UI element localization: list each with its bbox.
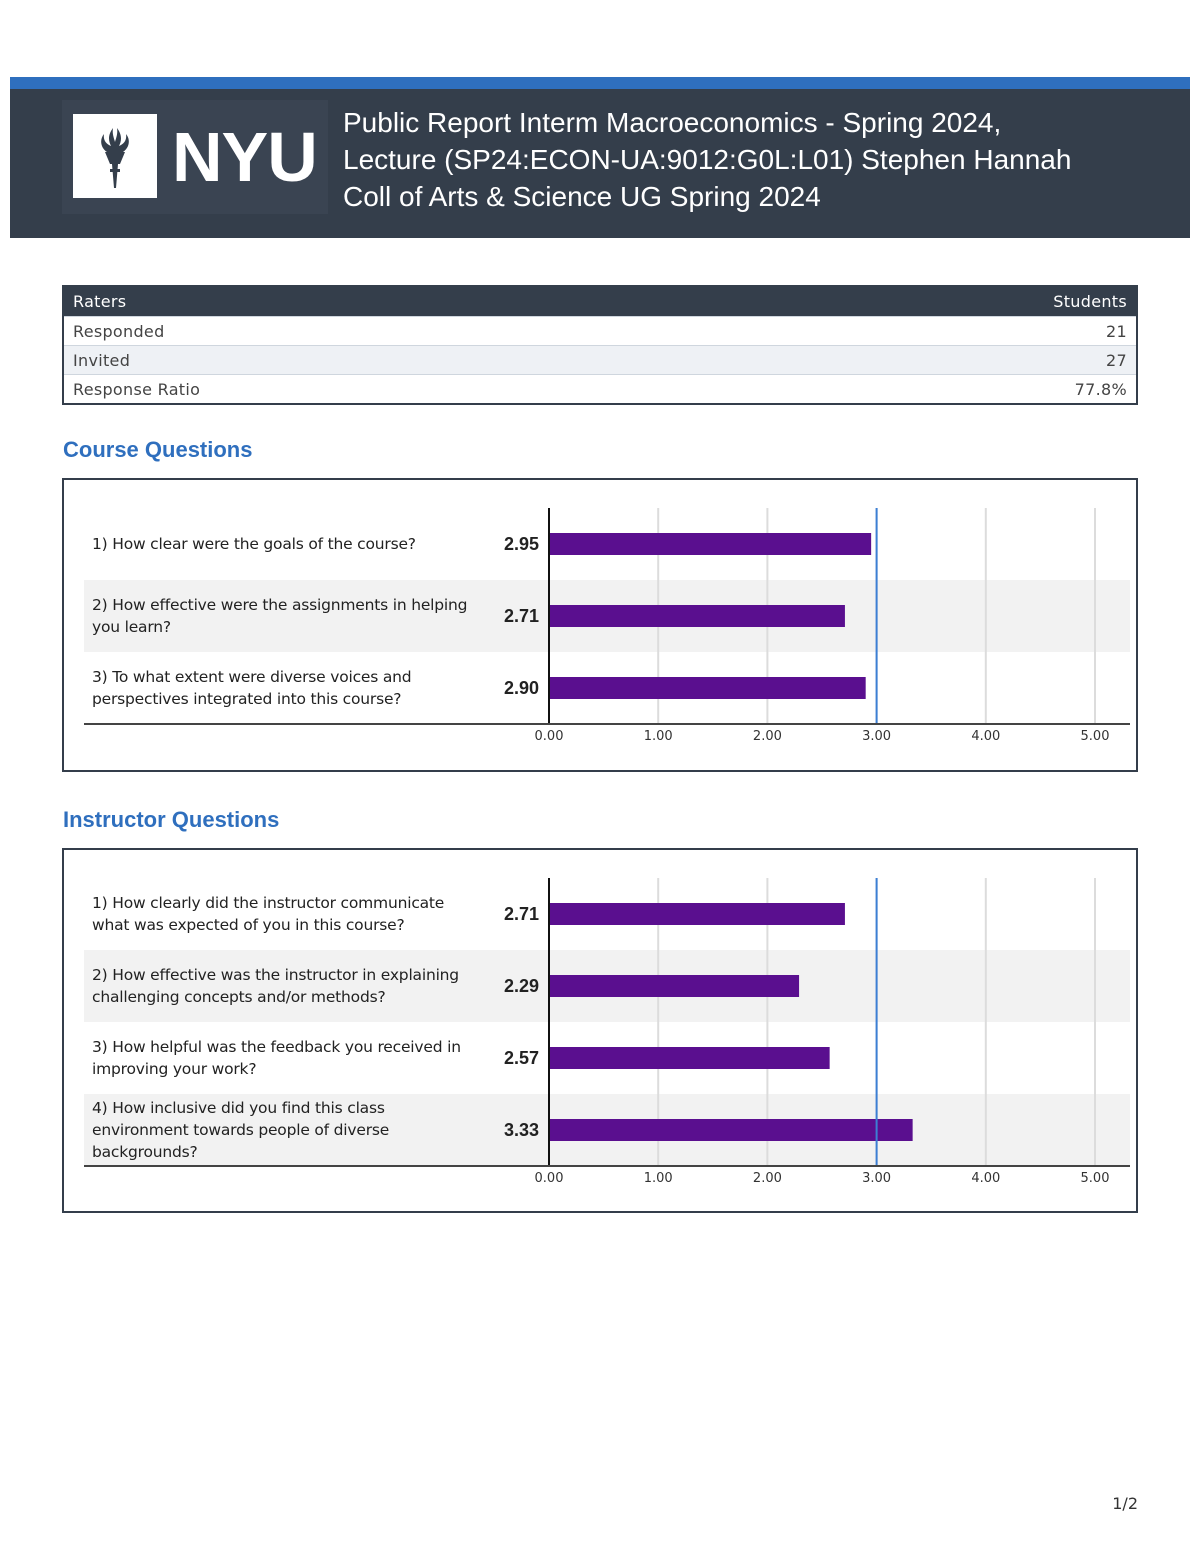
tick-label: 2.00 (753, 1171, 782, 1186)
tick-label: 5.00 (1081, 1171, 1110, 1186)
logo-wordmark: NYU (172, 118, 318, 196)
question-label-line: 1) How clearly did the instructor commun… (92, 894, 444, 912)
tick-label: 5.00 (1081, 729, 1110, 744)
question-label-line: challenging concepts and/or methods? (92, 988, 385, 1006)
question-label-line: 3) To what extent were diverse voices an… (92, 668, 411, 686)
tick-label: 3.00 (862, 1171, 891, 1186)
score-value: 2.95 (504, 534, 539, 554)
instructor-questions-chart-svg: 1) How clearly did the instructor commun… (84, 878, 1130, 1186)
tick-label: 2.00 (753, 729, 782, 744)
question-label: 1) How clearly did the instructor commun… (92, 894, 444, 934)
question-label-line: improving your work? (92, 1060, 256, 1078)
raters-table-header: Raters Students (64, 287, 1136, 316)
question-label-line: perspectives integrated into this course… (92, 690, 401, 708)
row-label: Responded (73, 321, 165, 341)
course-questions-title: Course Questions (63, 437, 253, 462)
instructor-questions-chart: 1) How clearly did the instructor commun… (62, 848, 1138, 1213)
tick-label: 4.00 (971, 729, 1000, 744)
score-value: 2.71 (504, 904, 539, 924)
page-number: 1/2 (1112, 1494, 1138, 1513)
score-value: 2.29 (504, 976, 539, 996)
table-row: Invited 27 (64, 345, 1136, 374)
score-bar (549, 1119, 913, 1141)
score-value: 2.71 (504, 606, 539, 626)
torch-icon (73, 114, 157, 198)
report-title-line: Public Report Interm Macroeconomics - Sp… (343, 107, 1002, 138)
question-label-line: 2) How effective was the instructor in e… (92, 966, 459, 984)
row-value: 27 (1106, 350, 1127, 370)
score-bar (549, 975, 800, 997)
question-label-line: 1) How clear were the goals of the cours… (92, 535, 416, 553)
question-label: 1) How clear were the goals of the cours… (92, 535, 416, 553)
question-label-line: what was expected of you in this course? (92, 916, 404, 934)
report-title-line: Coll of Arts & Science UG Spring 2024 (343, 181, 821, 212)
tick-label: 1.00 (644, 1171, 673, 1186)
row-value: 21 (1106, 321, 1127, 341)
question-label: 4) How inclusive did you find this class… (92, 1099, 389, 1161)
students-header-label: Students (1053, 292, 1127, 311)
row-label: Invited (73, 350, 131, 370)
header-accent-stripe (10, 77, 1190, 89)
question-label-line: you learn? (92, 618, 171, 636)
row-label: Response Ratio (73, 379, 201, 399)
report-title-line: Lecture (SP24:ECON-UA:9012:G0L:L01) Step… (343, 144, 1072, 175)
tick-label: 0.00 (535, 1171, 564, 1186)
score-bar (549, 677, 866, 699)
report-title: Public Report Interm Macroeconomics - Sp… (343, 104, 1163, 215)
question-label: 2) How effective were the assignments in… (92, 596, 467, 636)
course-questions-chart: 1) How clear were the goals of the cours… (62, 478, 1138, 772)
tick-label: 4.00 (971, 1171, 1000, 1186)
row-value: 77.8% (1074, 379, 1127, 399)
tick-label: 0.00 (535, 729, 564, 744)
score-value: 2.90 (504, 678, 539, 698)
question-label: 3) How helpful was the feedback you rece… (92, 1038, 461, 1078)
question-label-line: 3) How helpful was the feedback you rece… (92, 1038, 461, 1056)
question-label-line: environment towards people of diverse (92, 1121, 389, 1139)
question-label: 3) To what extent were diverse voices an… (92, 668, 411, 708)
score-bar (549, 533, 872, 555)
question-label-line: backgrounds? (92, 1143, 198, 1161)
score-bar (549, 605, 845, 627)
table-row: Response Ratio 77.8% (64, 374, 1136, 403)
score-value: 2.57 (504, 1048, 539, 1068)
question-label-line: 2) How effective were the assignments in… (92, 596, 467, 614)
question-label: 2) How effective was the instructor in e… (92, 966, 459, 1006)
raters-header-label: Raters (73, 292, 127, 311)
question-label-line: 4) How inclusive did you find this class (92, 1099, 385, 1117)
table-row: Responded 21 (64, 316, 1136, 345)
score-bar (549, 903, 845, 925)
raters-table: Raters Students Responded 21 Invited 27 … (62, 285, 1138, 405)
tick-label: 3.00 (862, 729, 891, 744)
tick-label: 1.00 (644, 729, 673, 744)
course-questions-chart-svg: 1) How clear were the goals of the cours… (84, 508, 1130, 744)
score-value: 3.33 (504, 1120, 539, 1140)
instructor-questions-title: Instructor Questions (63, 807, 280, 832)
score-bar (549, 1047, 830, 1069)
